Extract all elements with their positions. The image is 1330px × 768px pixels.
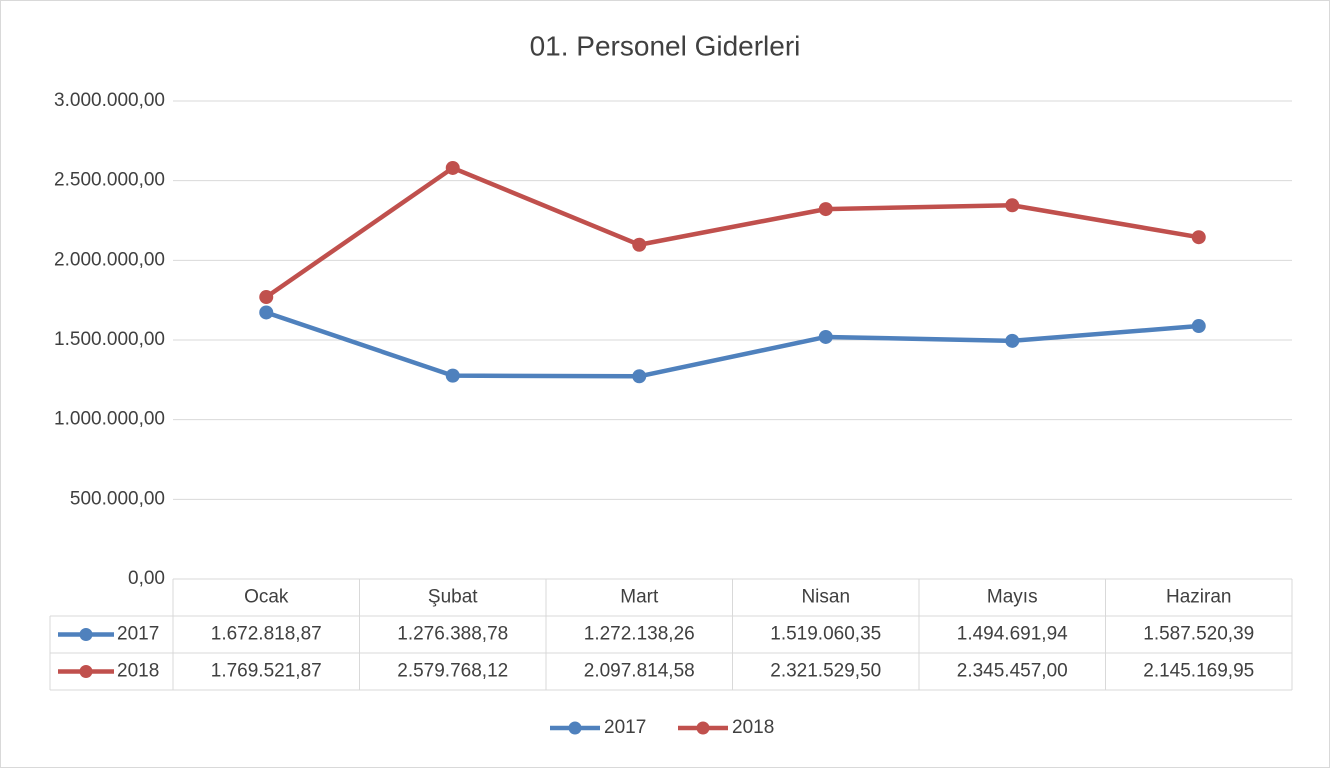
x-tick-label: Mayıs [987, 587, 1038, 608]
legend-label: 2017 [604, 717, 646, 738]
x-tick-label: Nisan [801, 587, 850, 608]
table-cell: 1.587.520,39 [1143, 624, 1254, 645]
table-cell: 1.276.388,78 [397, 624, 508, 645]
series-line [264, 165, 1200, 299]
legend-key [696, 721, 710, 735]
y-tick-label: 0,00 [128, 568, 165, 589]
table-cell: 2.579.768,12 [397, 661, 508, 682]
data-point [818, 202, 833, 217]
y-tick-label: 1.500.000,00 [54, 329, 165, 350]
table-cell: 1.519.060,35 [770, 624, 881, 645]
y-tick-label: 3.000.000,00 [54, 90, 165, 111]
table-legend-key [79, 628, 93, 641]
data-point [259, 305, 274, 320]
data-point [445, 368, 460, 383]
x-tick-label: Mart [620, 587, 659, 608]
data-point [1005, 198, 1020, 213]
table-cell: 1.672.818,87 [211, 624, 322, 645]
table-cell: 1.769.521,87 [211, 661, 322, 682]
table-cell: 1.272.138,26 [584, 624, 695, 645]
y-tick-label: 2.000.000,00 [54, 249, 165, 270]
data-point [1191, 319, 1206, 334]
data-point [632, 237, 647, 252]
chart-title: 01. Personel Giderleri [530, 30, 801, 61]
series-line [265, 310, 1199, 379]
y-tick-label: 500.000,00 [70, 488, 165, 509]
data-point [632, 369, 647, 384]
table-cell: 2.345.457,00 [957, 661, 1068, 682]
table-cell: 2.097.814,58 [584, 661, 695, 682]
data-point [445, 160, 460, 175]
table-legend-key [79, 665, 93, 678]
legend-label: 2018 [732, 717, 774, 738]
table-cell: 2.145.169,95 [1143, 661, 1254, 682]
table-series-name: 2018 [117, 661, 159, 682]
table-cell: 2.321.529,50 [770, 661, 881, 682]
table-cell: 1.494.691,94 [957, 624, 1068, 645]
data-point [259, 290, 274, 305]
legend-key [568, 721, 582, 735]
x-tick-label: Ocak [244, 587, 289, 608]
x-tick-label: Şubat [428, 587, 478, 608]
table-series-name: 2017 [117, 624, 159, 645]
y-tick-label: 2.500.000,00 [54, 170, 165, 191]
data-point [1005, 333, 1020, 348]
x-tick-label: Haziran [1166, 587, 1231, 608]
data-point [1191, 230, 1206, 245]
data-point [818, 329, 833, 344]
y-tick-label: 1.000.000,00 [54, 409, 165, 430]
